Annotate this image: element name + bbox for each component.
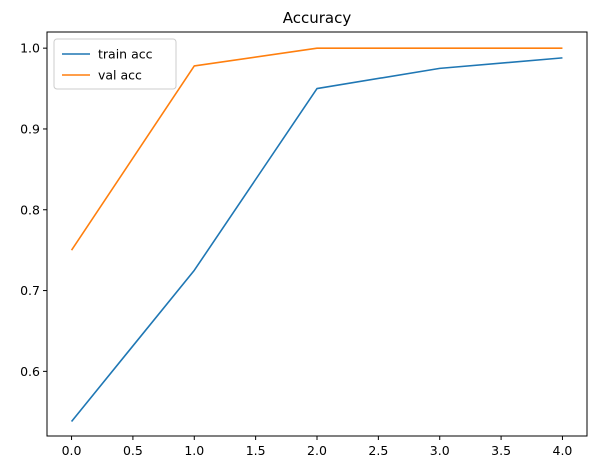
y-tick-label: 0.7 (20, 283, 40, 298)
chart-title: Accuracy (283, 9, 352, 27)
x-tick-label: 2.0 (307, 443, 327, 458)
legend: train acc val acc (53, 38, 177, 90)
x-tick-label: 1.0 (184, 443, 204, 458)
x-tick-label: 1.5 (246, 443, 266, 458)
plot-frame (46, 31, 588, 437)
y-tick-label: 0.8 (20, 202, 40, 217)
series-line-train-acc (70, 57, 563, 422)
x-tick-label: 0.5 (123, 443, 143, 458)
x-axis: 0.0 0.5 1.0 1.5 2.0 2.5 3.0 3.5 4.0 (62, 436, 573, 458)
x-tick-label: 3.5 (491, 443, 511, 458)
x-tick-label: 0.0 (62, 443, 82, 458)
y-axis: 0.6 0.7 0.8 0.9 1.0 (20, 41, 47, 379)
y-tick-label: 1.0 (20, 41, 40, 56)
legend-box (53, 38, 177, 90)
x-tick-label: 3.0 (430, 443, 450, 458)
plot-area (46, 31, 588, 437)
legend-label: train acc (98, 47, 153, 62)
x-tick-label: 4.0 (553, 443, 573, 458)
legend-label: val acc (98, 68, 142, 83)
series-layer (70, 47, 563, 422)
x-tick-label: 2.5 (368, 443, 388, 458)
y-tick-label: 0.9 (20, 121, 40, 136)
y-tick-label: 0.6 (20, 364, 40, 379)
